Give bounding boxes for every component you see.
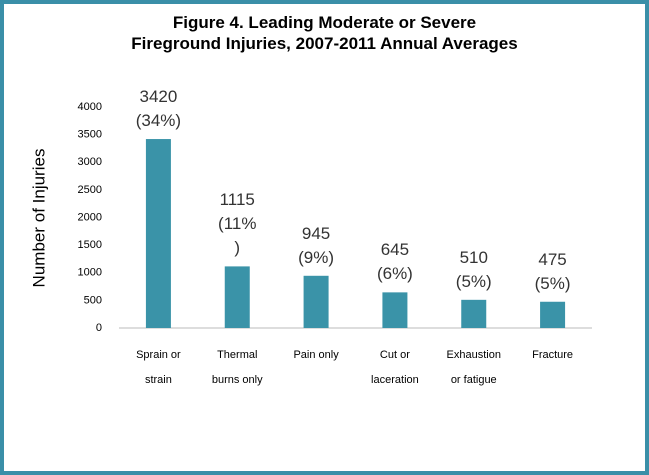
y-axis-title: Number of Injuries bbox=[29, 149, 48, 288]
data-label: 645 (6%) bbox=[376, 240, 413, 284]
bar bbox=[224, 266, 250, 328]
chart: Number of Injuries 0 500 1000 1500 2000 2500 3… bbox=[29, 101, 592, 334]
x-tick-label: Thermal burns only bbox=[211, 349, 263, 386]
y-tick-label: 500 bbox=[84, 294, 102, 306]
data-label: 1115 (11% ) bbox=[218, 190, 257, 258]
bar bbox=[461, 299, 487, 328]
data-label: 3420 (34%) bbox=[135, 87, 182, 131]
y-tick-label: 0 bbox=[96, 322, 102, 334]
data-label: 510 (5%) bbox=[455, 247, 492, 291]
chart-title: Figure 4. Leading Moderate or Severe Fir… bbox=[131, 13, 518, 53]
bar bbox=[540, 301, 566, 328]
bar bbox=[303, 275, 329, 328]
y-tick-label: 1500 bbox=[78, 239, 102, 251]
x-tick-label: Cut or laceration bbox=[371, 349, 419, 386]
bar bbox=[382, 292, 408, 328]
y-tick-label: 3000 bbox=[78, 156, 102, 168]
data-label: 945 (9%) bbox=[298, 223, 335, 267]
y-tick-label: 4000 bbox=[78, 101, 102, 113]
x-tick-label: Sprain or strain bbox=[136, 349, 181, 386]
x-tick-label: Pain only bbox=[293, 349, 339, 361]
y-tick-label: 3500 bbox=[78, 129, 102, 141]
x-tick-label: Fracture bbox=[532, 349, 574, 361]
data-label: 475 (5%) bbox=[534, 249, 571, 293]
y-tick-label: 2000 bbox=[78, 211, 102, 223]
y-tick-label: 2500 bbox=[78, 184, 102, 196]
bar bbox=[145, 139, 171, 328]
y-tick-label: 1000 bbox=[78, 267, 102, 279]
x-tick-label: Exhaustion or fatigue bbox=[446, 349, 501, 386]
